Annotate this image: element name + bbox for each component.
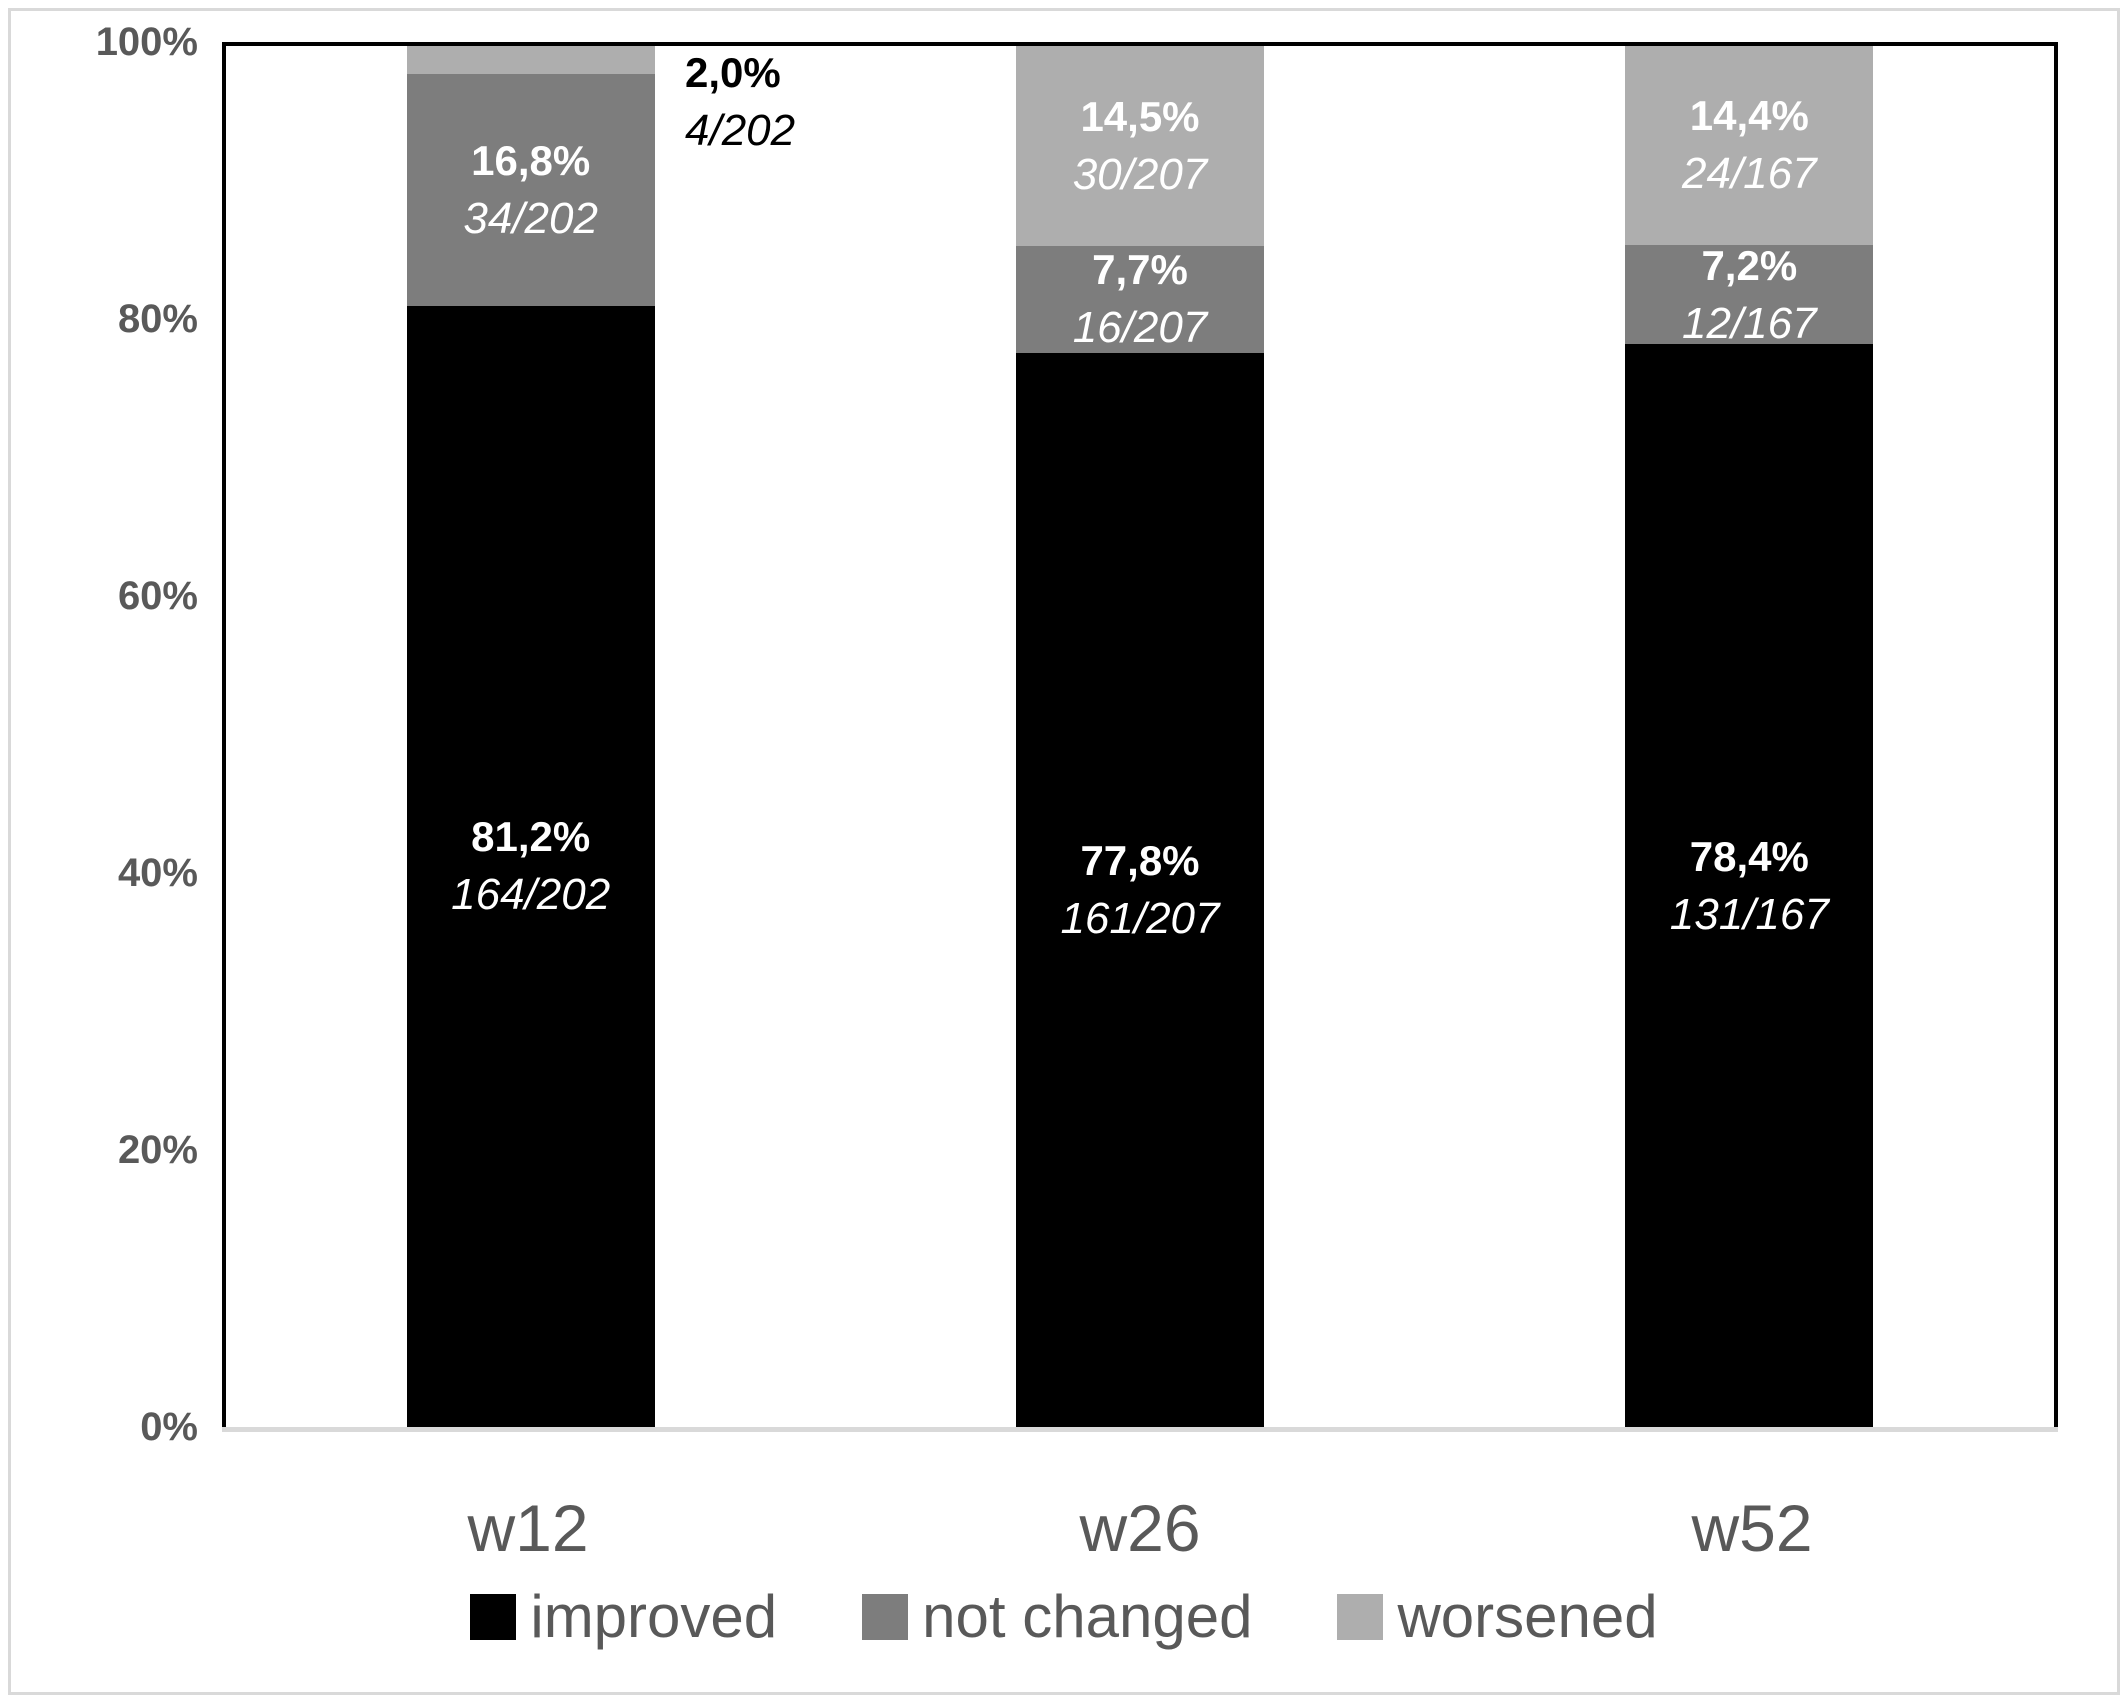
data-label-frac: 164/202 xyxy=(451,870,611,920)
bar-w26: 14,5% 30/207 7,7% 16/207 77,8% 161/207 xyxy=(1015,46,1264,1427)
category-cell-w26: 14,5% 30/207 7,7% 16/207 77,8% 161/207 xyxy=(835,46,1444,1427)
data-label-pct: 16,8% xyxy=(471,136,591,184)
x-axis-label-w26: w26 xyxy=(1079,1491,1201,1565)
legend-swatch-improved xyxy=(470,1594,517,1640)
bar-w26-segment-not-changed: 7,7% 16/207 xyxy=(1015,246,1264,353)
legend-item-improved: improved xyxy=(470,1582,777,1652)
data-label-pct: 7,7% xyxy=(1092,246,1188,294)
y-axis-tick-80: 80% xyxy=(117,297,198,341)
data-label-pct: 14,4% xyxy=(1689,92,1809,140)
data-label-frac: 24/167 xyxy=(1682,149,1817,199)
bar-w12-segment-not-changed: 16,8% 34/202 xyxy=(406,73,655,306)
y-axis-tick-40: 40% xyxy=(117,851,198,895)
x-axis-line xyxy=(222,1427,2058,1432)
legend-item-not-changed: not changed xyxy=(862,1582,1252,1652)
bar-w52-segment-worsened: 14,4% 24/167 xyxy=(1625,46,1874,245)
legend-label-improved: improved xyxy=(530,1583,778,1650)
x-axis-label-w12: w12 xyxy=(467,1491,589,1565)
bar-w12-segment-worsened xyxy=(406,46,655,74)
data-label-pct: 2,0% xyxy=(685,49,781,96)
x-axis-labels: w12 w26 w52 xyxy=(222,1488,2058,1568)
y-axis-tick-60: 60% xyxy=(117,574,198,618)
data-label-frac: 4/202 xyxy=(685,106,796,155)
legend-swatch-worsened xyxy=(1337,1594,1384,1640)
legend-item-worsened: worsened xyxy=(1337,1582,1658,1652)
y-axis-tick-100: 100% xyxy=(95,20,198,64)
legend-label-not-changed: not changed xyxy=(922,1583,1253,1650)
y-axis-tick-0: 0% xyxy=(140,1405,198,1449)
outside-data-label-w12-worsened: 2,0% 4/202 xyxy=(685,44,795,160)
bar-w26-segment-improved: 77,8% 161/207 xyxy=(1015,352,1264,1427)
category-cell-w12: 16,8% 34/202 81,2% 164/202 xyxy=(226,46,835,1427)
y-axis-tick-20: 20% xyxy=(117,1128,198,1172)
bar-w12: 16,8% 34/202 81,2% 164/202 xyxy=(406,46,655,1427)
data-label-pct: 81,2% xyxy=(471,813,591,861)
data-label-pct: 78,4% xyxy=(1689,832,1809,880)
data-label-frac: 12/167 xyxy=(1682,298,1817,348)
x-axis-label-w52: w52 xyxy=(1691,1491,1813,1565)
data-label-pct: 77,8% xyxy=(1080,836,1200,884)
data-label-frac: 161/207 xyxy=(1060,893,1220,943)
data-label-frac: 131/167 xyxy=(1669,889,1829,939)
bar-w52: 14,4% 24/167 7,2% 12/167 78,4% 131/167 xyxy=(1625,46,1874,1427)
plot-area: 16,8% 34/202 81,2% 164/202 14,5% 30/207 … xyxy=(222,42,2058,1427)
chart-legend: improved not changed worsened xyxy=(0,1582,2128,1652)
data-label-pct: 14,5% xyxy=(1080,93,1200,141)
legend-label-worsened: worsened xyxy=(1397,1583,1658,1650)
bar-w52-segment-improved: 78,4% 131/167 xyxy=(1625,344,1874,1427)
legend-swatch-not-changed xyxy=(862,1594,909,1640)
data-label-frac: 16/207 xyxy=(1072,303,1208,353)
bar-w12-segment-improved: 81,2% 164/202 xyxy=(406,305,655,1427)
category-cell-w52: 14,4% 24/167 7,2% 12/167 78,4% 131/167 xyxy=(1445,46,2054,1427)
data-label-pct: 7,2% xyxy=(1701,241,1798,289)
data-label-frac: 30/207 xyxy=(1072,150,1208,200)
data-label-frac: 34/202 xyxy=(463,193,598,243)
bar-w26-segment-worsened: 14,5% 30/207 xyxy=(1015,46,1264,247)
bar-w52-segment-not-changed: 7,2% 12/167 xyxy=(1625,242,1874,348)
